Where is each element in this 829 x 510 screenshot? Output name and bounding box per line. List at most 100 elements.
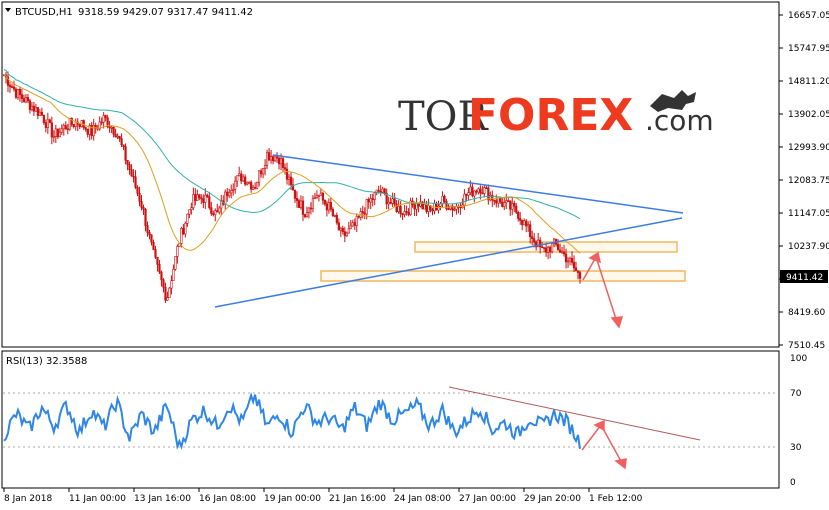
candle-body xyxy=(18,88,22,95)
candle-body xyxy=(88,125,91,135)
candle-body xyxy=(523,220,526,226)
candle-body xyxy=(52,136,55,138)
candle-body xyxy=(315,195,319,198)
candle-body xyxy=(481,192,484,195)
candle-body xyxy=(568,258,572,262)
current-price-label: 9411.42 xyxy=(786,273,823,283)
candle-body xyxy=(6,76,10,86)
candle-body xyxy=(168,287,171,299)
candle-body xyxy=(327,202,330,211)
rsi-forecast-arrows xyxy=(581,419,627,470)
candle-body xyxy=(405,211,408,213)
current-price-tag xyxy=(780,270,828,283)
candle-body xyxy=(399,205,402,215)
candle-body xyxy=(86,128,89,135)
rsi-level-label: 30 xyxy=(790,443,802,453)
candle-body xyxy=(519,218,522,221)
candle-body xyxy=(156,256,159,265)
candle-body xyxy=(152,241,155,250)
candle-body xyxy=(479,188,482,194)
candle-body xyxy=(42,114,45,123)
candle-body xyxy=(118,135,121,139)
candle-body xyxy=(558,249,562,253)
candle-body xyxy=(150,234,153,243)
candle-body xyxy=(367,199,370,203)
candle-body xyxy=(413,204,416,210)
candle-body xyxy=(572,261,576,269)
candle-body xyxy=(98,121,101,130)
candle-body xyxy=(393,198,396,205)
rsi-forecast-up-line xyxy=(581,424,602,451)
candle-body xyxy=(218,207,221,213)
candle-body xyxy=(403,211,406,215)
candle-body xyxy=(475,190,478,193)
candle-body xyxy=(501,201,504,207)
candle-body xyxy=(383,188,386,194)
candle-body xyxy=(90,125,93,137)
candle-body xyxy=(309,207,313,210)
candle-body xyxy=(389,201,392,204)
candle-body xyxy=(319,192,322,196)
candle-body xyxy=(317,195,321,197)
candle-body xyxy=(293,189,297,199)
candle-body xyxy=(158,264,161,273)
candle-body xyxy=(170,280,173,289)
candle-body xyxy=(146,225,149,233)
candle-body xyxy=(200,197,203,200)
candle-body xyxy=(467,192,470,196)
candle-body xyxy=(517,212,520,219)
candle-body xyxy=(570,258,574,263)
candle-body xyxy=(371,198,374,200)
candle-body xyxy=(473,190,476,197)
candle-body xyxy=(550,243,554,253)
candle-body xyxy=(102,115,105,123)
candle-body xyxy=(299,200,303,208)
time-axis: 8 Jan 2018 11 Jan 00:00 13 Jan 16:00 16 Jan… xyxy=(3,488,643,504)
candle-body xyxy=(345,232,348,237)
candle-body xyxy=(260,170,263,175)
time-tick-label: 11 Jan 00:00 xyxy=(69,494,126,504)
candle-body xyxy=(511,202,514,210)
candle-body xyxy=(537,239,540,248)
candle-body xyxy=(190,207,193,210)
candle-body xyxy=(206,194,209,197)
candle-body xyxy=(351,222,354,227)
candle-body xyxy=(543,247,546,249)
candle-body xyxy=(305,212,309,218)
candle-body xyxy=(265,152,269,166)
time-tick-label: 16 Jan 08:00 xyxy=(199,494,256,504)
candle-body xyxy=(114,133,117,138)
candle-body xyxy=(321,192,324,201)
rsi-level-label: 70 xyxy=(790,389,802,399)
candle-body xyxy=(84,127,87,130)
candle-body xyxy=(198,194,201,199)
candle-body xyxy=(74,121,77,127)
candle-body xyxy=(281,158,285,168)
candle-body xyxy=(379,191,382,193)
candle-body xyxy=(343,231,346,237)
candle-body xyxy=(447,208,450,211)
candle-body xyxy=(533,238,536,243)
candle-body xyxy=(391,198,394,204)
candle-body xyxy=(489,194,492,201)
price-tick-label: 11147.05 xyxy=(788,209,829,219)
candle-body xyxy=(132,175,135,178)
candle-body xyxy=(182,228,185,235)
candle-body xyxy=(313,197,317,199)
candle-body xyxy=(20,94,24,99)
price-tick-label: 16657.05 xyxy=(788,11,829,21)
candle-body xyxy=(279,158,283,165)
candle-body xyxy=(307,207,311,213)
candle-body xyxy=(8,85,12,87)
candle-body xyxy=(361,211,364,214)
candle-body xyxy=(363,212,366,215)
candle-body xyxy=(16,88,20,98)
forecast-down-line xyxy=(595,256,618,323)
candle-body xyxy=(552,238,556,244)
candle-body xyxy=(104,115,107,119)
candle-body xyxy=(258,170,261,183)
price-tick-label: 8419.60 xyxy=(788,308,825,318)
candle-body xyxy=(487,187,490,201)
candle-body xyxy=(339,228,342,231)
candle-body xyxy=(32,105,35,112)
